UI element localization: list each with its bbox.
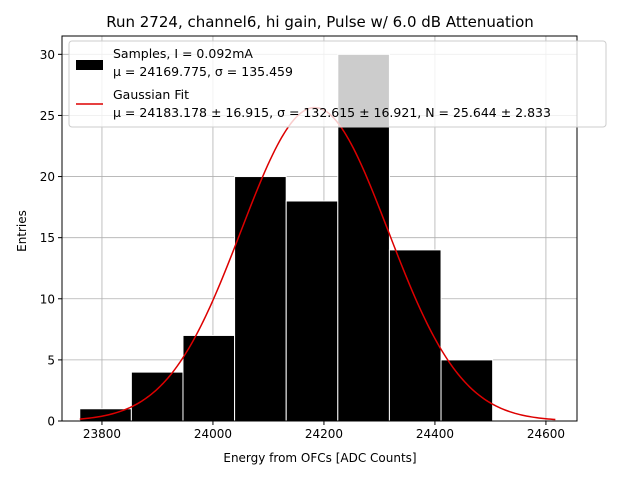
legend-fit-label: Gaussian Fit	[113, 87, 189, 102]
x-axis-label: Energy from OFCs [ADC Counts]	[223, 451, 416, 465]
legend-samples-swatch	[76, 60, 103, 70]
x-tick-label: 24400	[416, 427, 454, 441]
histogram-bar	[182, 334, 236, 422]
legend-samples-stats: μ = 24169.775, σ = 135.459	[113, 64, 293, 79]
y-tick-label: 15	[40, 231, 55, 245]
y-axis-label: Entries	[15, 210, 29, 252]
histogram-bar	[234, 176, 287, 422]
x-tick-label: 24000	[194, 427, 232, 441]
chart-title: Run 2724, channel6, hi gain, Pulse w/ 6.…	[106, 13, 534, 31]
y-tick-label: 20	[40, 170, 55, 184]
y-axis-ticks: 0 5 10 15 20 25 30	[40, 48, 62, 429]
y-tick-label: 5	[47, 353, 55, 367]
histogram-bar	[285, 200, 339, 422]
y-tick-label: 10	[40, 292, 55, 306]
legend-box	[68, 40, 607, 128]
legend: Samples, I = 0.092mA μ = 24169.775, σ = …	[68, 40, 607, 128]
x-tick-label: 23800	[83, 427, 121, 441]
axes-frame	[61, 35, 578, 422]
histogram-bars	[79, 53, 494, 422]
y-tick-label: 0	[47, 415, 55, 429]
x-tick-label: 24200	[305, 427, 343, 441]
histogram-bar	[130, 371, 184, 422]
histogram-bar	[440, 359, 494, 422]
x-axis-ticks: 23800 24000 24200 24400 24600	[83, 421, 565, 441]
y-tick-label: 30	[40, 48, 55, 62]
y-tick-label: 25	[40, 109, 55, 123]
x-tick-label: 24600	[527, 427, 565, 441]
legend-samples-label: Samples, I = 0.092mA	[113, 46, 253, 61]
legend-fit-params: μ = 24183.178 ± 16.915, σ = 132.615 ± 16…	[113, 105, 551, 120]
